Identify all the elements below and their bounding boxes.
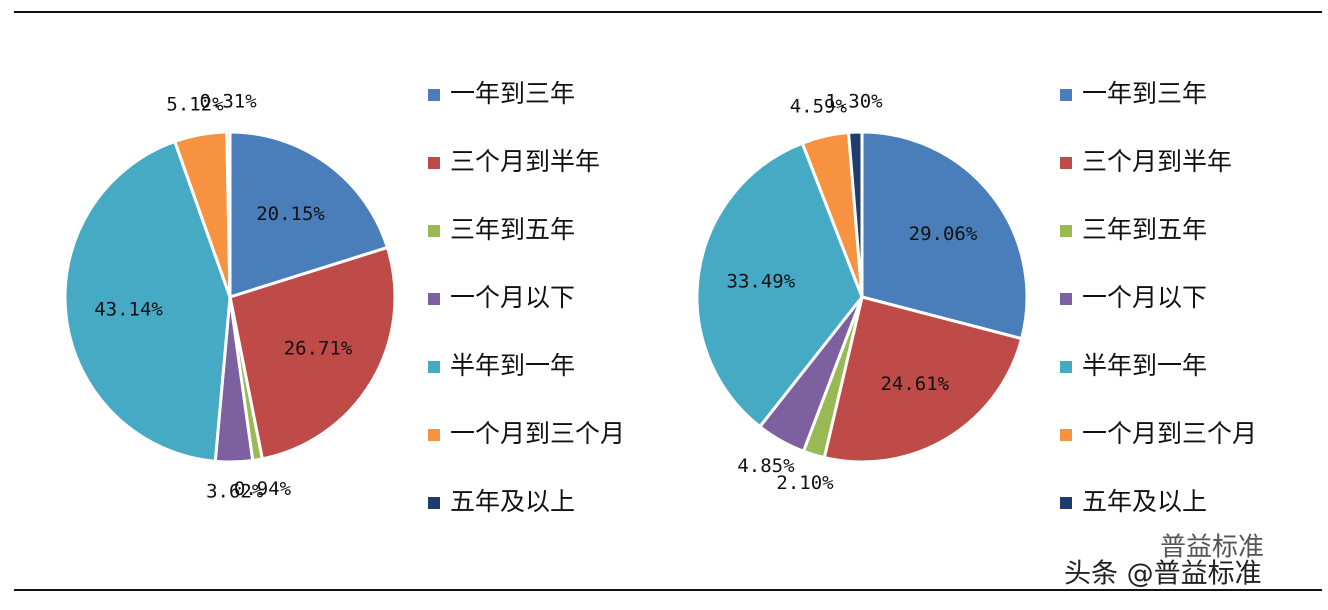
legend-swatch (428, 157, 440, 169)
legend-label: 一个月以下 (450, 283, 575, 312)
data-label: 20.15% (256, 203, 325, 225)
pie-slice (860, 130, 1029, 341)
legend-swatch (1060, 157, 1072, 169)
legend-swatch (1060, 497, 1072, 509)
legend-label: 三个月到半年 (1082, 147, 1232, 176)
data-label: 1.30% (825, 91, 883, 113)
legend-swatch (1060, 293, 1072, 305)
pie-slice (228, 245, 397, 461)
legend-swatch (428, 497, 440, 509)
data-label: 2.10% (776, 472, 834, 494)
legend-swatch (428, 293, 440, 305)
legend-swatch (1060, 89, 1072, 101)
legend-label: 半年到一年 (1082, 351, 1207, 380)
watermark-main: 头条 @普益标准 (1064, 559, 1262, 590)
legend-swatch (1060, 361, 1072, 373)
legend-label: 三个月到半年 (450, 147, 600, 176)
legend-swatch (428, 429, 440, 441)
legend-label: 五年及以上 (450, 487, 575, 516)
legend-label: 一个月以下 (1082, 283, 1207, 312)
legend-label: 一年到三年 (1082, 79, 1207, 108)
legend-label: 五年及以上 (1082, 487, 1207, 516)
pie-slice (228, 130, 390, 300)
legend-label: 半年到一年 (450, 351, 575, 380)
data-label: 26.71% (284, 338, 353, 360)
data-label: 29.06% (909, 223, 978, 245)
data-label: 43.14% (94, 298, 163, 320)
pie-slice (63, 139, 232, 463)
data-label: 0.31% (199, 91, 257, 113)
legend-label: 一个月到三个月 (450, 419, 625, 448)
legend-swatch (428, 361, 440, 373)
data-label: 3.62% (206, 480, 264, 502)
data-label: 5.12% (166, 94, 224, 116)
legend-swatch (1060, 429, 1072, 441)
pie-slice (822, 295, 1024, 464)
data-label: 33.49% (727, 270, 796, 292)
legend-swatch (428, 89, 440, 101)
pie-slice (695, 141, 864, 429)
watermark-small: 普益标准 (1160, 533, 1264, 563)
legend-label: 三年到五年 (1082, 215, 1207, 244)
data-label: 4.59% (790, 95, 848, 117)
pie-slice (846, 130, 864, 298)
legend-swatch (1060, 225, 1072, 237)
legend-label: 一个月到三个月 (1082, 419, 1257, 448)
data-label: 4.85% (737, 455, 795, 477)
data-label: 24.61% (880, 373, 949, 395)
legend-label: 三年到五年 (450, 215, 575, 244)
data-label: 0.94% (234, 478, 292, 500)
legend-label: 一年到三年 (450, 79, 575, 108)
pie-slice (225, 130, 232, 298)
legend-swatch (428, 225, 440, 237)
